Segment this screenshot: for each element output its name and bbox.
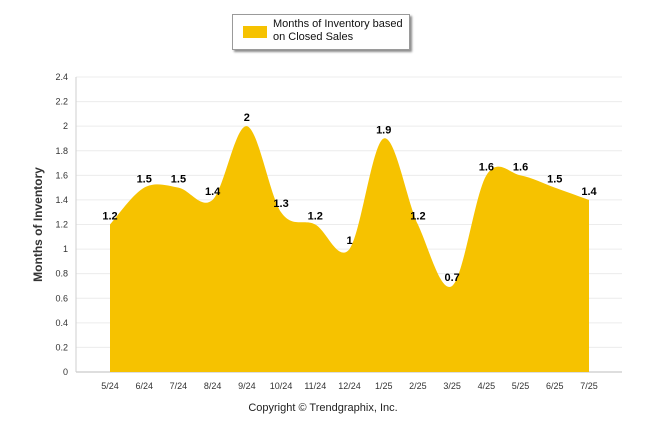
data-label: 0.7 xyxy=(444,272,459,284)
x-tick-labels: 5/24 6/24 7/24 8/24 9/24 10/24 11/24 12/24 1/25 2… xyxy=(101,381,598,391)
data-label: 1.3 xyxy=(273,198,288,210)
x-tick-label: 7/24 xyxy=(170,381,188,391)
x-tick-label: 11/24 xyxy=(304,381,326,391)
x-tick-label: 6/25 xyxy=(546,381,564,391)
data-labels: 1.2 1.5 1.5 1.4 2 1.3 1.2 1 1.9 1.2 0.7 1.6 1.6 1.5 1.… xyxy=(102,112,597,284)
copyright-text: Copyright © Trendgraphix, Inc. xyxy=(248,402,398,414)
series-area xyxy=(110,126,589,372)
data-label: 1.6 xyxy=(479,161,494,173)
x-tick-label: 9/24 xyxy=(238,381,256,391)
x-tick-label: 10/24 xyxy=(270,381,293,391)
y-tick-label: 0.4 xyxy=(55,318,68,328)
chart-legend: Months of Inventory based on Closed Sale… xyxy=(232,14,410,50)
x-tick-label: 5/24 xyxy=(101,381,119,391)
data-label: 1.6 xyxy=(513,161,528,173)
data-label: 1.4 xyxy=(581,186,597,198)
x-tick-label: 7/25 xyxy=(580,381,598,391)
data-label: 1.2 xyxy=(410,211,425,223)
x-tick-label: 5/25 xyxy=(512,381,530,391)
y-tick-label: 2.4 xyxy=(55,72,68,82)
y-tick-label: 1.8 xyxy=(55,146,68,156)
data-label: 2 xyxy=(244,112,250,124)
data-label: 1.5 xyxy=(137,174,152,186)
data-label: 1.4 xyxy=(205,186,221,198)
x-tick-label: 2/25 xyxy=(409,381,427,391)
x-tick-label: 6/24 xyxy=(135,381,153,391)
y-tick-label: 1.6 xyxy=(55,170,68,180)
y-tick-label: 1 xyxy=(63,244,68,254)
data-label: 1.5 xyxy=(547,174,562,186)
y-axis-label: Months of Inventory xyxy=(31,167,45,282)
x-tick-label: 8/24 xyxy=(204,381,222,391)
y-tick-label: 0.2 xyxy=(55,342,68,352)
x-tick-label: 1/25 xyxy=(375,381,393,391)
y-tick-label: 0.8 xyxy=(55,269,68,279)
x-tick-label: 12/24 xyxy=(338,381,361,391)
data-label: 1.2 xyxy=(102,211,117,223)
legend-swatch xyxy=(243,26,267,38)
y-tick-label: 1.4 xyxy=(55,195,68,205)
data-label: 1.5 xyxy=(171,174,186,186)
legend-label: Months of Inventory based on Closed Sale… xyxy=(273,18,403,43)
data-label: 1.9 xyxy=(376,124,391,136)
y-tick-label: 2 xyxy=(63,121,68,131)
x-tick-label: 4/25 xyxy=(478,381,496,391)
y-tick-label: 0 xyxy=(63,367,68,377)
data-label: 1 xyxy=(346,235,352,247)
y-tick-labels: 0 0.2 0.4 0.6 0.8 1 1.2 1.4 1.6 1.8 2 2.2 2.4 xyxy=(55,72,68,377)
y-tick-label: 1.2 xyxy=(55,220,68,230)
data-label: 1.2 xyxy=(308,211,323,223)
x-tick-label: 3/25 xyxy=(443,381,461,391)
y-tick-label: 2.2 xyxy=(55,97,68,107)
y-tick-label: 0.6 xyxy=(55,293,68,303)
